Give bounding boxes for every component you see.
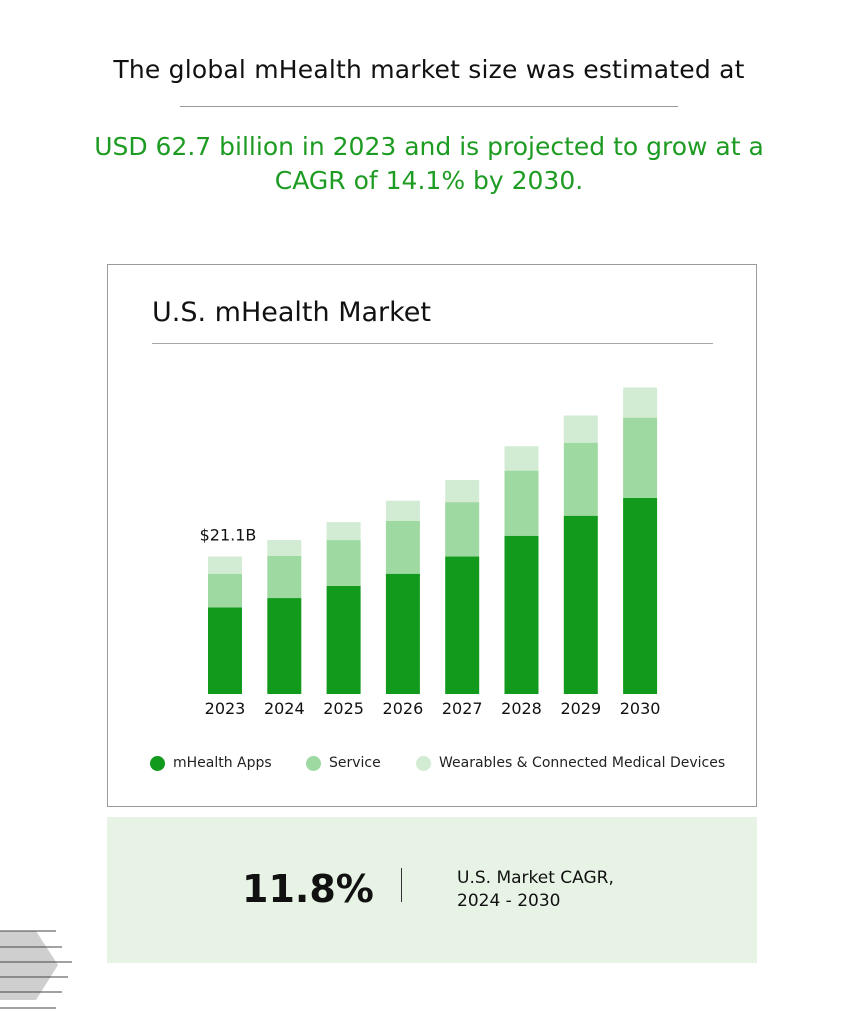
data-label-2023: $21.1B — [200, 526, 257, 545]
headline-divider — [180, 106, 678, 107]
bar-apps-2026 — [385, 573, 420, 694]
legend-item-service: Service — [306, 755, 381, 771]
x-tick-label: 2030 — [620, 699, 661, 718]
bar-wearables-2029 — [563, 415, 598, 443]
legend-label-wearables: Wearables & Connected Medical Devices — [439, 755, 726, 771]
bar-apps-2023 — [208, 607, 242, 694]
bar-service-2026 — [385, 520, 420, 574]
bar-apps-2025 — [326, 585, 361, 694]
bar-chart: 2023 $21.1B 2024 2025 2026 2027 2028 2029 2030 — [200, 387, 661, 718]
legend-label-service: Service — [329, 755, 381, 771]
bar-wearables-2024 — [267, 540, 302, 556]
bar-service-2030 — [623, 417, 658, 498]
bar-apps-2024 — [267, 598, 302, 694]
chart-title: U.S. mHealth Market — [152, 297, 432, 328]
bar-wearables-2028 — [504, 446, 539, 471]
headline: The global mHealth market size was estim… — [113, 55, 745, 84]
bar-apps-2030 — [623, 497, 658, 694]
bar-service-2027 — [445, 502, 480, 557]
chart-card: U.S. mHealth Market 2023 $21.1B 2024 2025 20… — [107, 264, 757, 807]
cagr-value: 11.8% — [242, 867, 374, 911]
cagr-label-line1: U.S. Market CAGR, — [457, 868, 614, 888]
bar-service-2028 — [504, 470, 539, 536]
x-tick-label: 2026 — [383, 699, 424, 718]
legend-label-apps: mHealth Apps — [173, 755, 272, 771]
cagr-label: U.S. Market CAGR, 2024 - 2030 — [457, 867, 614, 913]
legend-item-wearables: Wearables & Connected Medical Devices — [416, 755, 725, 771]
x-tick-label: 2023 — [205, 699, 246, 718]
chart-legend: mHealth Apps Service Wearables & Connect… — [148, 755, 748, 775]
x-tick-label: 2028 — [501, 699, 542, 718]
bar-wearables-2027 — [445, 479, 480, 503]
bar-wearables-2025 — [326, 522, 361, 541]
x-tick-label: 2025 — [323, 699, 364, 718]
legend-swatch-wearables — [416, 755, 431, 771]
bar-wearables-2030 — [623, 387, 658, 418]
bar-apps-2029 — [563, 515, 598, 694]
bar-wearables-2026 — [385, 500, 420, 521]
cagr-panel: 11.8% U.S. Market CAGR, 2024 - 2030 — [107, 817, 757, 963]
cagr-divider — [401, 868, 402, 902]
x-tick-label: 2024 — [264, 699, 305, 718]
bar-service-2024 — [267, 555, 302, 599]
bar-apps-2027 — [445, 556, 480, 694]
x-tick-label: 2029 — [560, 699, 601, 718]
decorative-arrow-lines — [0, 930, 72, 1009]
subheadline: USD 62.7 billion in 2023 and is projecte… — [94, 132, 764, 195]
x-tick-label: 2027 — [442, 699, 483, 718]
bar-apps-2028 — [504, 535, 539, 694]
chart-title-divider — [152, 343, 713, 344]
bar-service-2029 — [563, 442, 598, 516]
legend-item-apps: mHealth Apps — [150, 755, 272, 771]
legend-swatch-service — [306, 755, 321, 771]
legend-swatch-apps — [150, 755, 165, 771]
bar-service-2023 — [208, 573, 242, 608]
bar-wearables-2023 — [208, 556, 242, 574]
bar-service-2025 — [326, 540, 361, 586]
cagr-label-line2: 2024 - 2030 — [457, 891, 561, 911]
